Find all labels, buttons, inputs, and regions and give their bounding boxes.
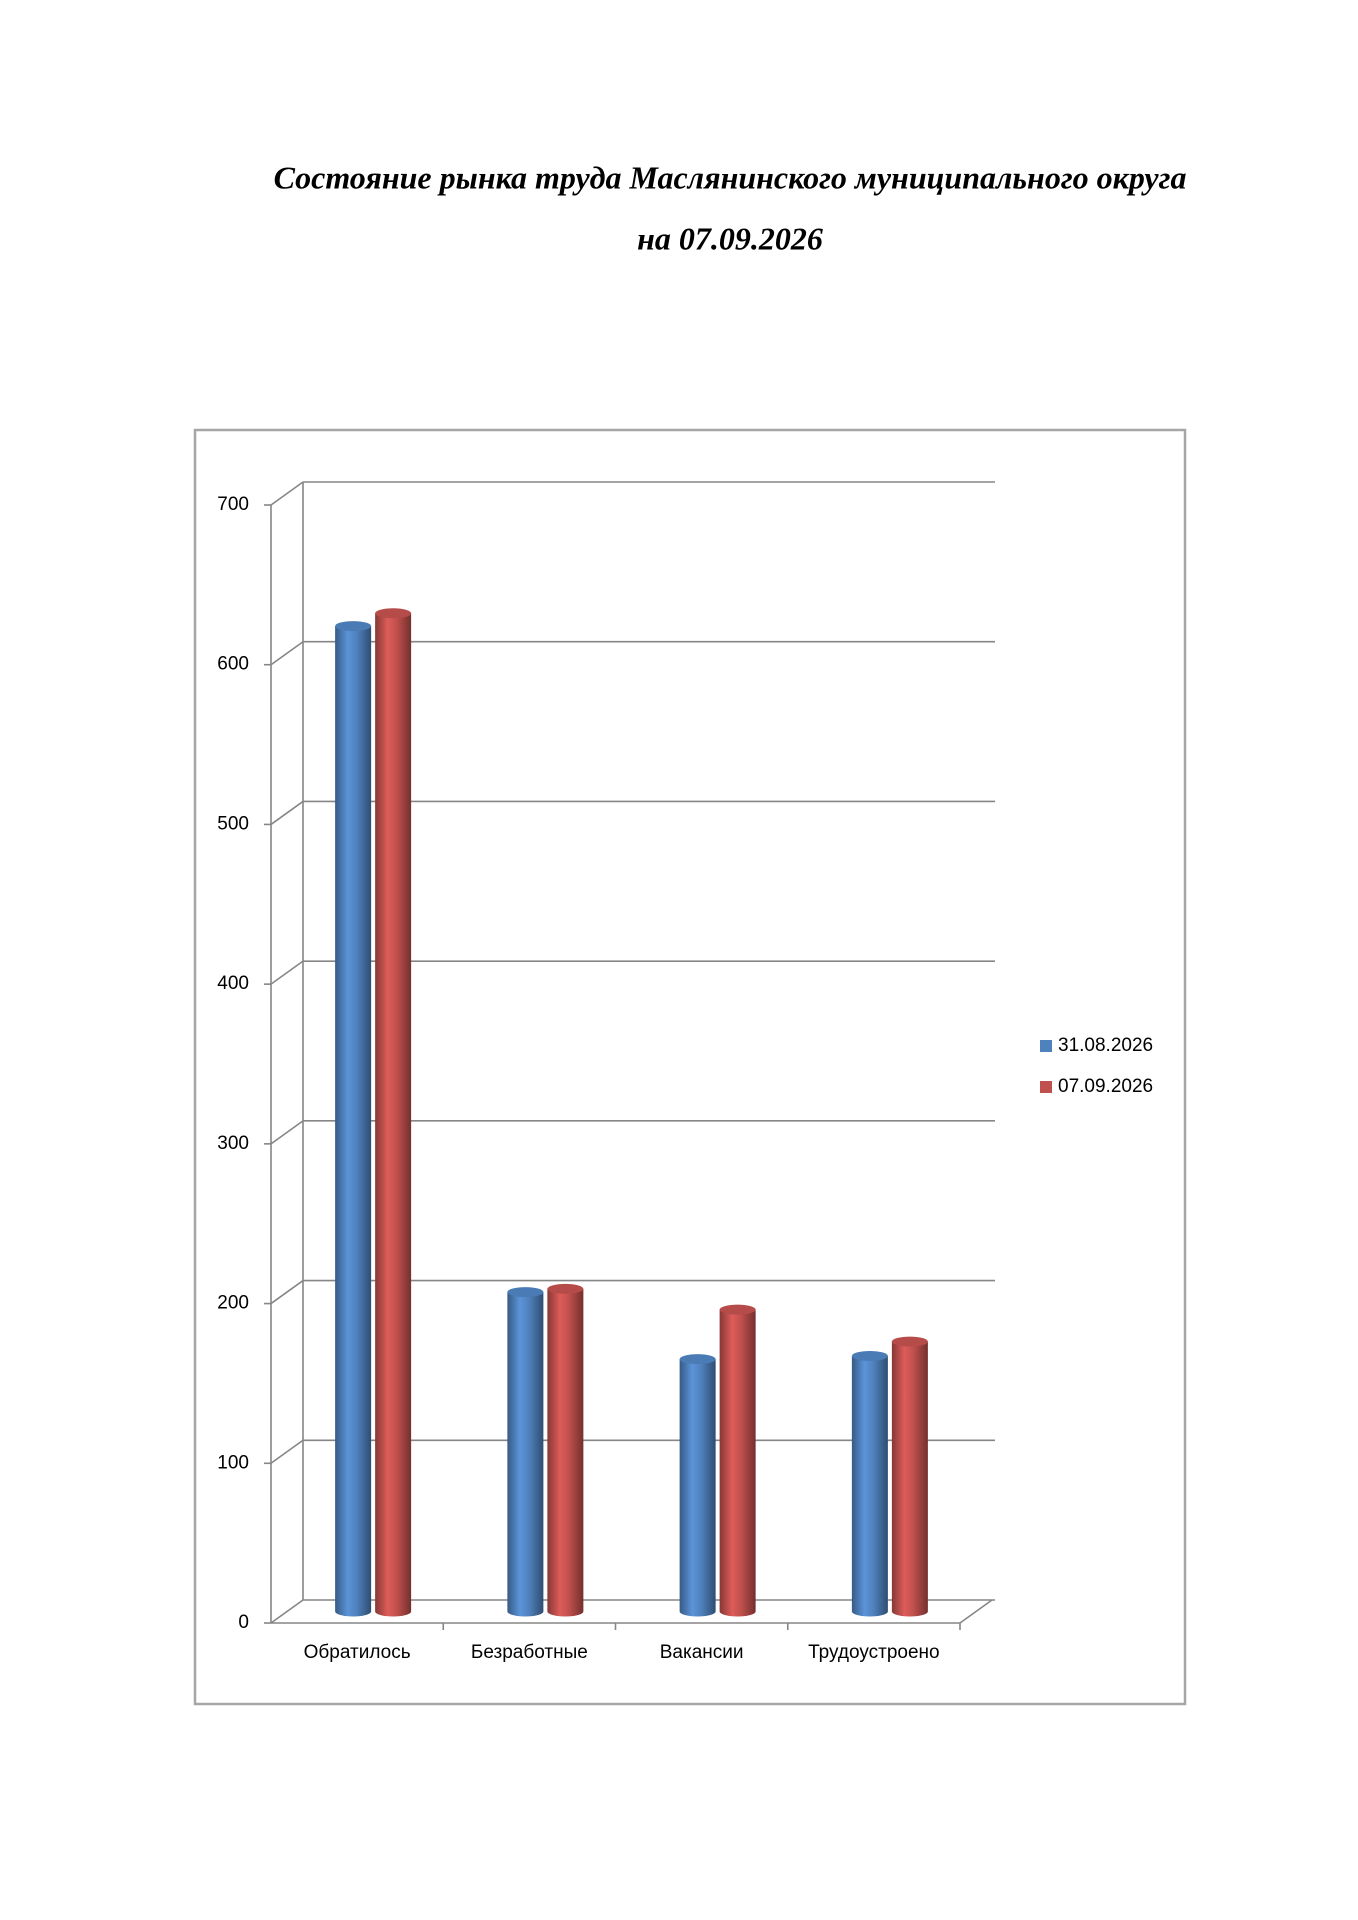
bar	[335, 626, 372, 1617]
bar-top	[547, 1283, 584, 1294]
tick-connector	[270, 960, 304, 985]
tick-connector	[270, 641, 304, 666]
y-tick-label: 200	[217, 1293, 249, 1314]
legend-swatch	[1040, 1081, 1052, 1093]
bar	[851, 1355, 888, 1617]
bar	[891, 1341, 928, 1617]
y-tick-label: 400	[217, 973, 249, 994]
tick-connector	[270, 1120, 304, 1145]
x-tick-label: Безработные	[471, 1642, 588, 1663]
tick-connector	[270, 1599, 304, 1624]
tick-connector	[270, 481, 304, 506]
y-tick-label: 100	[217, 1452, 249, 1473]
tick-connector	[270, 1279, 304, 1305]
chart-title: Состояние рынка труда Маслянинского муни…	[274, 159, 1187, 195]
x-tick-label: Вакансии	[660, 1642, 744, 1663]
x-tick-label: Обратилось	[304, 1642, 411, 1663]
bar-top	[891, 1336, 928, 1347]
y-tick-label: 700	[217, 494, 249, 515]
bar-top	[679, 1354, 716, 1365]
y-tick-label: 300	[217, 1133, 249, 1154]
bar-top	[719, 1304, 756, 1315]
bar-top	[375, 608, 412, 619]
tick-connector	[270, 1439, 304, 1464]
x-tick-label: Трудоустроено	[808, 1642, 939, 1663]
bar	[507, 1292, 544, 1617]
legend-swatch	[1040, 1040, 1052, 1052]
bar	[679, 1359, 716, 1617]
bar-top	[851, 1350, 888, 1361]
tick-connector	[270, 800, 304, 826]
bar-top	[507, 1287, 544, 1298]
y-tick-label: 600	[217, 654, 249, 675]
bar	[547, 1288, 584, 1617]
bar	[375, 613, 412, 1617]
y-tick-label: 500	[217, 813, 249, 834]
bar-top	[335, 621, 372, 632]
chart-subtitle: на 07.09.2026	[637, 220, 823, 256]
legend-label: 07.09.2026	[1058, 1076, 1153, 1097]
legend-label: 31.08.2026	[1058, 1035, 1153, 1056]
bar	[719, 1309, 756, 1617]
y-tick-label: 0	[238, 1612, 249, 1633]
